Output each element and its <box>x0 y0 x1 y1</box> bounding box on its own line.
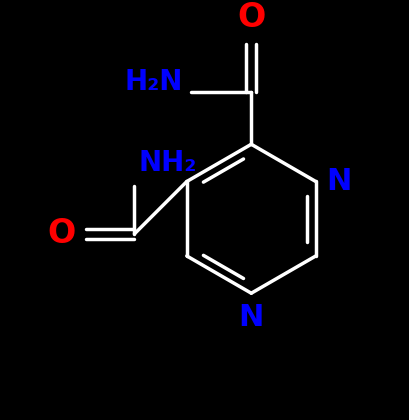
Text: N: N <box>238 303 263 332</box>
Text: O: O <box>48 217 76 250</box>
Text: N: N <box>325 167 351 196</box>
Text: H₂N: H₂N <box>124 68 182 96</box>
Text: NH₂: NH₂ <box>138 150 196 178</box>
Text: O: O <box>236 0 265 34</box>
